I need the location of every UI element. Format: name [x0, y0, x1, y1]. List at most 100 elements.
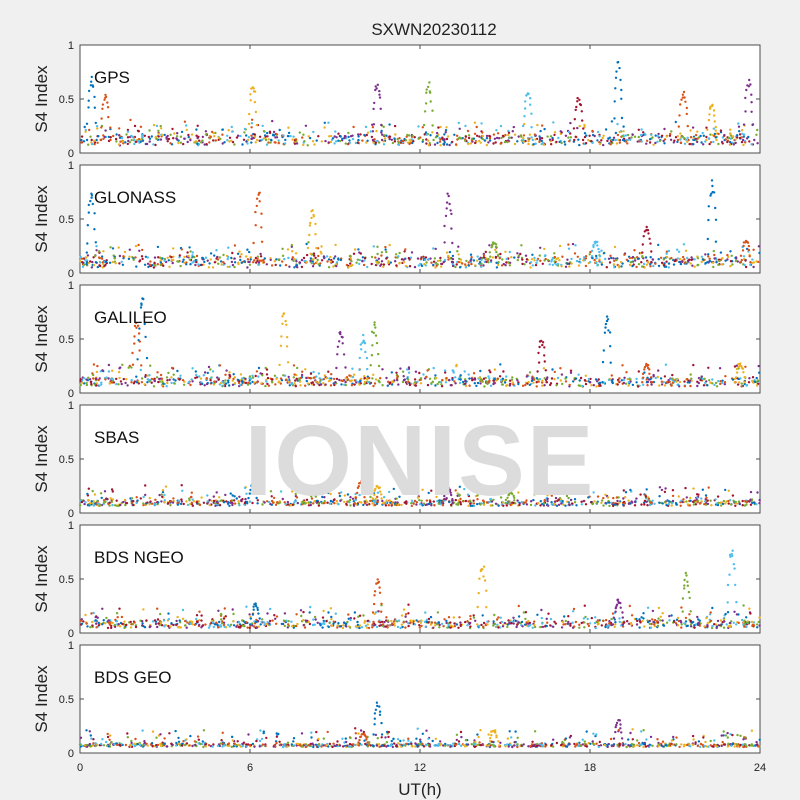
data-point — [248, 613, 251, 616]
data-point — [481, 137, 484, 141]
data-point — [217, 609, 220, 612]
data-point — [262, 258, 265, 262]
data-point — [585, 485, 589, 488]
data-point — [402, 260, 406, 264]
data-point — [191, 367, 194, 370]
data-point — [379, 264, 382, 267]
data-point — [615, 496, 619, 499]
data-point — [172, 137, 175, 140]
data-point — [156, 607, 159, 610]
data-point — [349, 504, 352, 507]
data-point — [97, 621, 101, 625]
data-point — [709, 141, 713, 144]
peak-point — [444, 214, 448, 218]
data-point — [80, 138, 83, 142]
data-point — [751, 376, 755, 379]
data-point — [219, 260, 223, 263]
data-point — [365, 133, 368, 137]
peak-point — [708, 113, 711, 116]
peak-point — [706, 261, 709, 264]
data-point — [622, 378, 626, 382]
peak-point — [315, 246, 318, 250]
data-point — [401, 380, 405, 384]
data-point — [317, 502, 320, 505]
data-point — [318, 377, 321, 380]
data-point — [278, 501, 282, 504]
data-point — [508, 250, 511, 254]
data-point — [693, 265, 696, 268]
data-point — [546, 259, 550, 262]
data-point — [600, 139, 603, 142]
peak-point — [712, 114, 716, 117]
data-point — [618, 620, 621, 624]
peak-point — [314, 222, 317, 226]
data-point — [417, 264, 420, 267]
peak-point — [287, 381, 291, 384]
peak-point — [707, 118, 711, 122]
data-point — [573, 252, 577, 255]
data-point — [91, 489, 94, 493]
peak-point — [85, 261, 89, 264]
peak-point — [620, 88, 623, 92]
data-point — [324, 139, 327, 143]
data-point — [410, 502, 413, 505]
data-point — [176, 626, 180, 629]
data-point — [122, 257, 125, 260]
peak-point — [714, 218, 718, 221]
data-point — [260, 138, 264, 141]
data-point — [179, 502, 183, 506]
data-point — [110, 500, 114, 504]
axes-frame — [79, 284, 761, 394]
data-point — [198, 623, 201, 627]
data-point — [139, 125, 143, 128]
data-point — [705, 616, 708, 620]
data-point — [388, 123, 391, 126]
data-point — [286, 500, 290, 504]
data-point — [175, 623, 178, 627]
data-point — [218, 496, 221, 499]
data-point — [538, 135, 541, 138]
data-point — [684, 249, 688, 252]
data-point — [645, 142, 648, 145]
data-point — [729, 503, 733, 506]
data-point — [304, 502, 307, 505]
data-point — [368, 376, 371, 380]
data-point — [502, 504, 505, 507]
y-tick-label: 0.5 — [59, 454, 74, 466]
axes-frame — [79, 404, 761, 514]
data-point — [692, 363, 695, 367]
data-point — [233, 502, 237, 505]
data-point — [751, 501, 754, 505]
data-point — [119, 503, 122, 507]
data-point — [243, 131, 246, 134]
data-point — [680, 606, 683, 609]
data-point — [95, 377, 98, 381]
data-point — [651, 618, 654, 621]
peak-point — [494, 245, 498, 249]
data-point — [543, 127, 546, 131]
data-point — [710, 626, 714, 630]
data-point — [358, 262, 361, 266]
data-point — [567, 136, 570, 139]
data-point — [533, 256, 536, 260]
data-point — [608, 504, 611, 508]
data-point — [485, 143, 489, 147]
peak-point — [609, 345, 612, 348]
data-point — [290, 243, 294, 247]
data-point — [635, 497, 638, 500]
data-point — [499, 124, 503, 128]
data-point — [175, 619, 178, 623]
data-point — [208, 503, 211, 507]
data-point — [183, 255, 186, 259]
data-point — [433, 504, 436, 507]
data-point — [493, 378, 496, 381]
data-point — [479, 256, 482, 259]
data-point — [276, 501, 279, 504]
data-point — [268, 131, 272, 135]
data-point — [464, 135, 468, 138]
data-point — [422, 502, 426, 505]
data-point — [231, 383, 235, 386]
peak-point — [421, 138, 425, 142]
data-point — [302, 133, 305, 136]
data-point — [385, 250, 388, 254]
